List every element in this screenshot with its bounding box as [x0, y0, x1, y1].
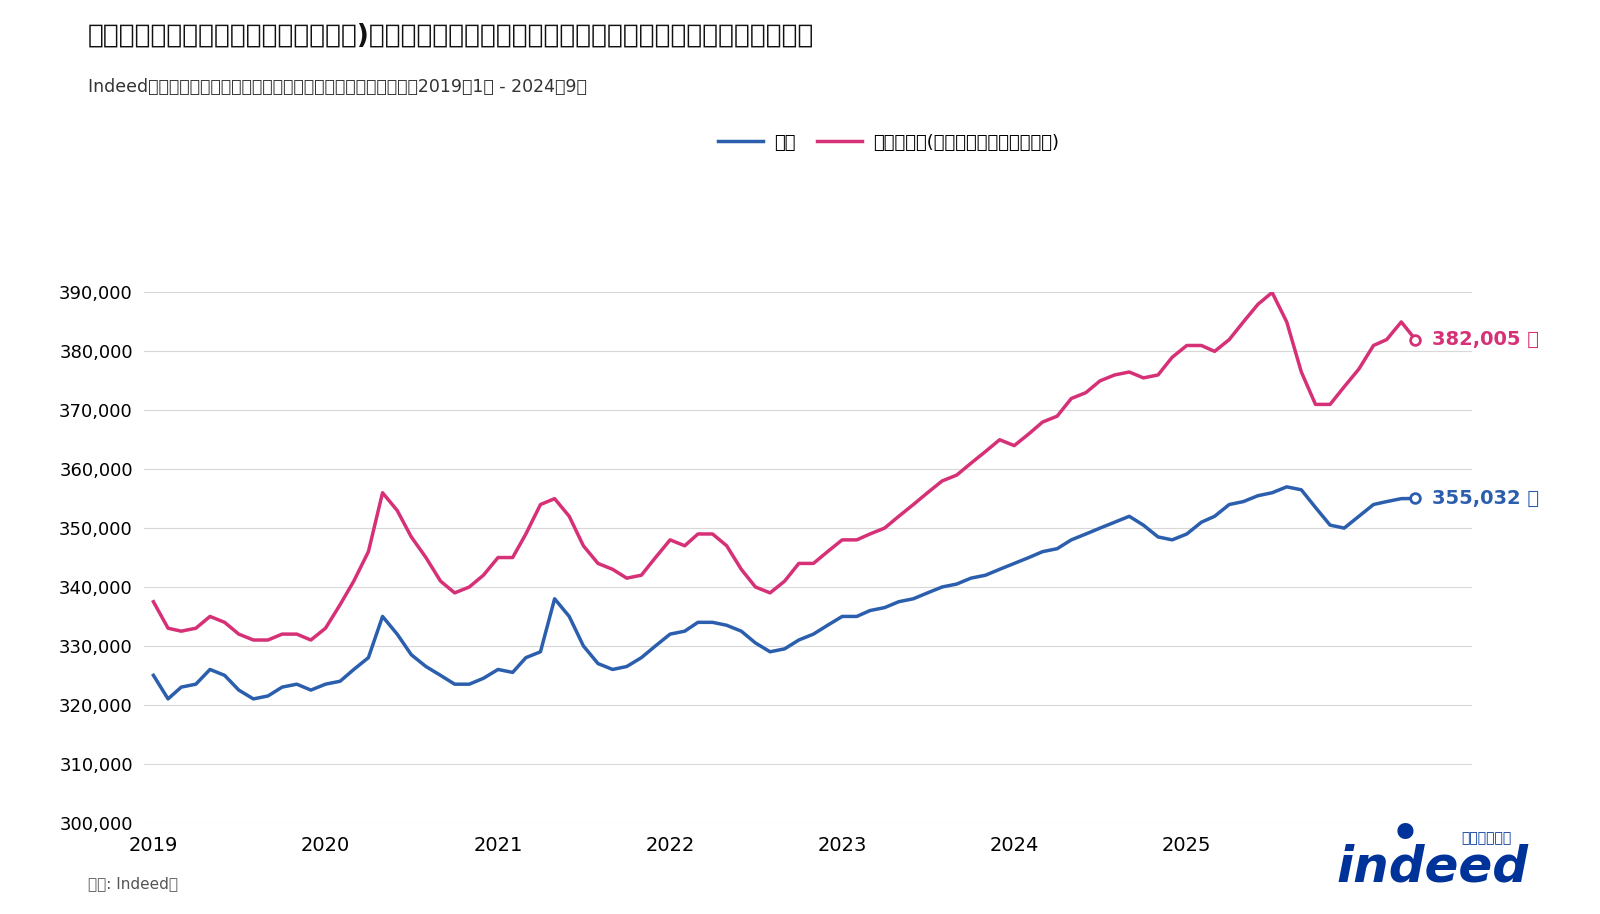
Text: indeed: indeed	[1336, 843, 1528, 891]
Legend: 全国, 三大都市圏(東京都、大阪府、愛知県): 全国, 三大都市圏(東京都、大阪府、愛知県)	[710, 126, 1066, 159]
Text: 三大都市圏（東京都・大阪府・愛知県)での検索賃金のトレンドも、全国のトレンドに概ね沿っている: 三大都市圏（東京都・大阪府・愛知県)での検索賃金のトレンドも、全国のトレンドに概…	[88, 23, 814, 48]
Text: インディード: インディード	[1462, 832, 1512, 845]
Text: •: •	[1389, 810, 1422, 864]
Text: Indeed上で検索された月給の加重平均値、三大都市圏及び全国、2019年1月 - 2024年9月: Indeed上で検索された月給の加重平均値、三大都市圏及び全国、2019年1月 …	[88, 78, 587, 96]
Text: 355,032 円: 355,032 円	[1432, 489, 1539, 508]
Text: 382,005 円: 382,005 円	[1432, 330, 1539, 349]
Text: 出所: Indeed。: 出所: Indeed。	[88, 877, 178, 891]
